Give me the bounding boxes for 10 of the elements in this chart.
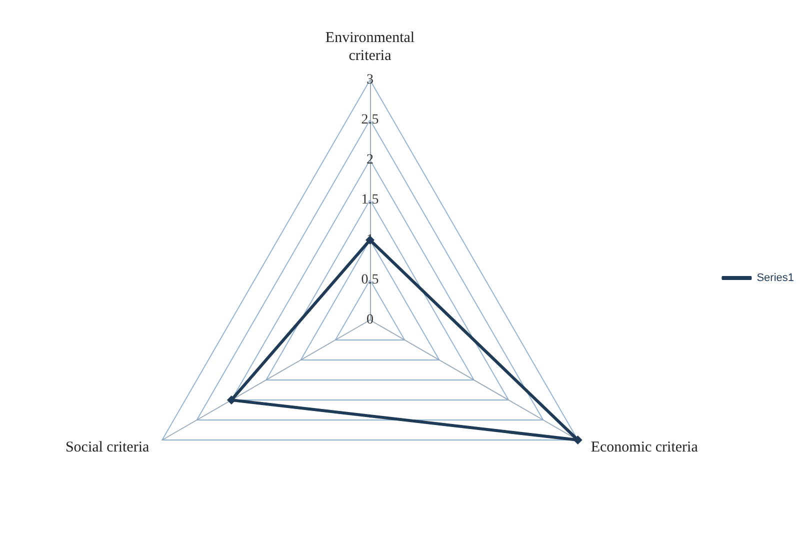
spoke-label: Economic criteria: [590, 440, 698, 456]
y-tick-label: 2: [366, 152, 374, 168]
legend-label: Series1: [756, 272, 794, 284]
y-tick-label: 0: [366, 312, 374, 328]
spoke-label: Social criteria: [65, 440, 150, 456]
y-tick-label: 1.5: [361, 192, 379, 208]
y-tick-label: 2.5: [361, 112, 379, 128]
y-tick-label: 3: [366, 72, 374, 88]
y-tick-label: 0.5: [361, 272, 379, 288]
spoke-label: Environmental criteria: [325, 30, 415, 64]
